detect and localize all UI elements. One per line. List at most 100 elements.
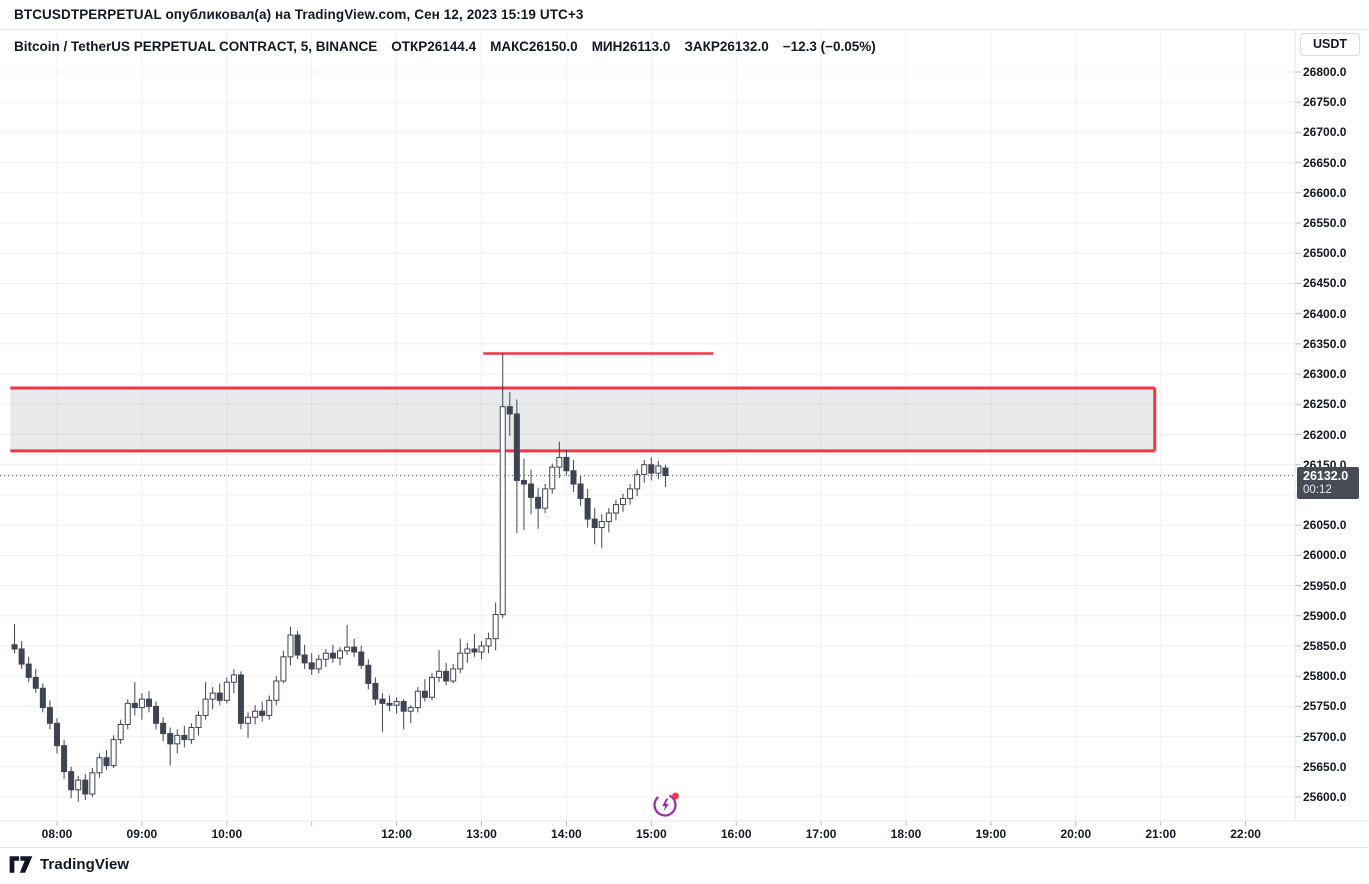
candle [287,634,294,658]
candle [443,670,450,682]
chart-pane[interactable] [0,30,1369,849]
candle [577,483,584,500]
candle [627,488,634,500]
candle [641,464,648,475]
price-tick-label: 26350.0 [1303,336,1347,351]
candle [53,722,60,747]
candle [634,473,641,490]
candle [436,670,443,678]
tradingview-logo[interactable]: TradingView [9,855,129,874]
supply-zone-rect[interactable] [10,387,1155,451]
candle [358,651,365,666]
last-price-label: 26132.0 00:12 [1297,466,1359,499]
price-tick-label: 26050.0 [1303,518,1347,533]
last-price-value: 26132.0 [1303,468,1349,483]
ohlc-stats: ОТКР26144.4 МАКС26150.0 МИН26113.0 ЗАКР2613… [391,39,876,54]
candle [153,705,160,724]
candle [485,638,492,647]
time-tick-label: 21:00 [1145,827,1177,841]
candle [266,699,273,716]
candle [216,692,223,701]
candle [259,710,266,716]
candle [167,733,174,745]
candle [237,674,244,724]
price-tick-label: 26700.0 [1303,125,1347,140]
candle [209,692,216,700]
candle [124,702,131,726]
price-tick-label: 26000.0 [1303,548,1347,563]
candle [612,504,619,514]
candle [103,757,110,767]
candle [372,682,379,700]
candle [655,465,662,474]
candle [174,734,181,745]
time-tick-label: 20:00 [1060,827,1092,841]
candle [75,779,82,791]
candle [414,690,421,709]
currency-unit-button[interactable]: USDT [1300,33,1360,56]
price-tick-label: 26800.0 [1303,65,1347,79]
candle [584,498,591,520]
candle [322,652,329,660]
chart-widget: Bitcoin / TetherUS PERPETUAL CONTRACT, 5… [0,29,1369,848]
candle [344,646,351,652]
candle [160,722,167,735]
candle [329,652,336,659]
candle [188,727,195,741]
candle [39,687,46,709]
candle [528,483,535,498]
candle [110,739,117,767]
price-tick-label: 26200.0 [1303,427,1347,442]
candle [181,734,188,741]
symbol-title: Bitcoin / TetherUS PERPETUAL CONTRACT, 5… [14,38,378,54]
candle [471,648,478,653]
price-tick-label: 26500.0 [1303,246,1347,261]
candle [11,644,18,650]
time-tick-label: 13:00 [466,827,497,841]
candle [457,652,464,670]
candle [407,707,414,712]
ohlc-stat: МАКС26150.0 [490,38,578,54]
candle [273,680,280,701]
ohlc-stat: МИН26113.0 [591,38,671,54]
candle [351,646,358,653]
price-tick-label: 26300.0 [1303,367,1347,382]
candle [223,681,230,701]
candle [252,710,259,718]
time-tick-label: 17:00 [805,827,837,841]
candle [492,614,499,640]
candle [25,663,32,678]
time-tick-label: 09:00 [126,827,158,841]
ohlc-stat: ОТКР26144.4 [391,38,477,54]
bar-countdown: 00:12 [1303,483,1332,496]
candle [138,698,145,709]
candle [96,757,103,774]
candle [145,698,152,707]
candle [18,648,25,665]
time-tick-label: 14:00 [551,827,582,841]
candle [336,650,343,659]
time-tick-label: 19:00 [975,827,1007,841]
price-tick-label: 25850.0 [1303,638,1347,653]
candle [513,413,520,481]
candle [230,674,237,683]
share-title-text: BTCUSDTPERPETUAL опубликовал(а) на Tradi… [14,7,584,22]
price-tick-label: 25650.0 [1303,759,1347,774]
time-tick-label: 10:00 [211,827,243,841]
candle [662,467,669,477]
candle [393,701,400,706]
lightning-streak-icon[interactable] [650,787,682,821]
price-tick-label: 25750.0 [1303,699,1347,714]
time-tick-label: 12:00 [381,827,412,841]
candle [379,698,386,704]
price-tick-label: 26650.0 [1303,155,1347,170]
candle [520,479,527,485]
candle [294,634,301,656]
candle [428,676,435,698]
tradingview-logo-icon [9,856,33,873]
candle [61,745,68,773]
candle [535,496,542,509]
candle [202,698,209,716]
candle [315,658,322,670]
